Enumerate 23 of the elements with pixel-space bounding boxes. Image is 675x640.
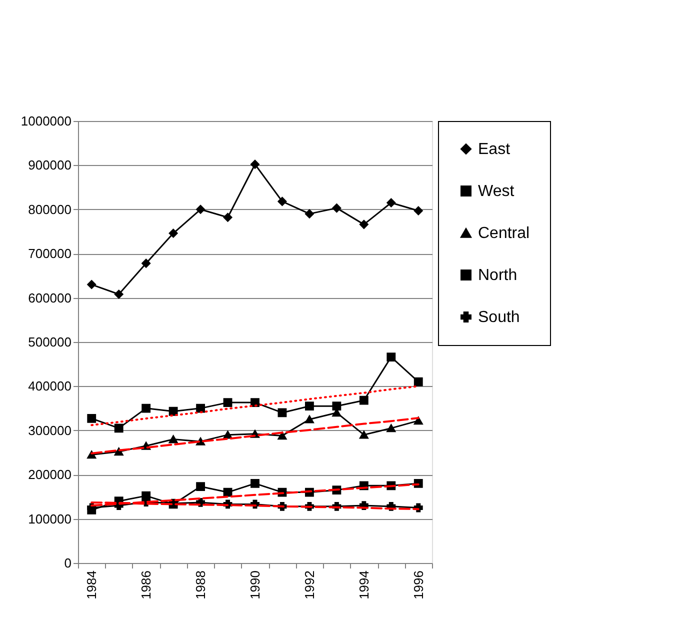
y-tick-label: 0 — [64, 556, 72, 570]
y-tick-label: 500000 — [28, 334, 72, 350]
y-tick-label: 600000 — [28, 290, 72, 306]
y-tick-label: 100000 — [28, 511, 72, 526]
y-tick-label: 1000000 — [20, 114, 72, 128]
y-tick-label: 700000 — [28, 246, 72, 262]
legend-label: East — [478, 141, 511, 158]
x-tick-label: 1990 — [248, 570, 262, 600]
y-tick-label: 400000 — [28, 378, 72, 394]
x-tick-label: 1986 — [138, 570, 154, 600]
legend-label: South — [478, 309, 520, 326]
y-tick-label: 200000 — [28, 467, 72, 482]
x-tick-label: 1988 — [193, 570, 208, 600]
x-tick-label: 1992 — [302, 570, 317, 600]
x-tick-label: 1984 — [84, 570, 100, 600]
y-tick-label: 300000 — [28, 422, 72, 438]
y-tick-label: 900000 — [28, 158, 72, 173]
x-tick-label: 1994 — [356, 570, 372, 600]
legend-label: West — [478, 183, 515, 200]
legend-label: Central — [478, 225, 530, 242]
y-tick-label: 800000 — [28, 202, 72, 217]
x-tick-label: 1996 — [410, 570, 426, 600]
legend-label: North — [478, 267, 518, 284]
